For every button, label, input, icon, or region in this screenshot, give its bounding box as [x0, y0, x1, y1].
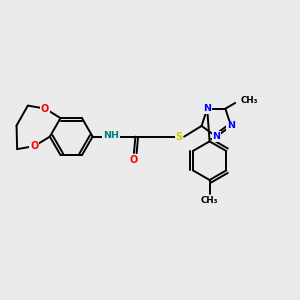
Text: N: N	[227, 122, 235, 130]
Text: NH: NH	[103, 131, 119, 140]
Text: CH₃: CH₃	[240, 96, 258, 105]
Text: O: O	[41, 103, 49, 114]
Text: N: N	[212, 132, 220, 141]
Text: O: O	[30, 141, 38, 151]
Text: S: S	[176, 132, 183, 142]
Text: O: O	[130, 154, 138, 164]
Text: CH₃: CH₃	[201, 196, 218, 205]
Text: N: N	[203, 104, 211, 113]
